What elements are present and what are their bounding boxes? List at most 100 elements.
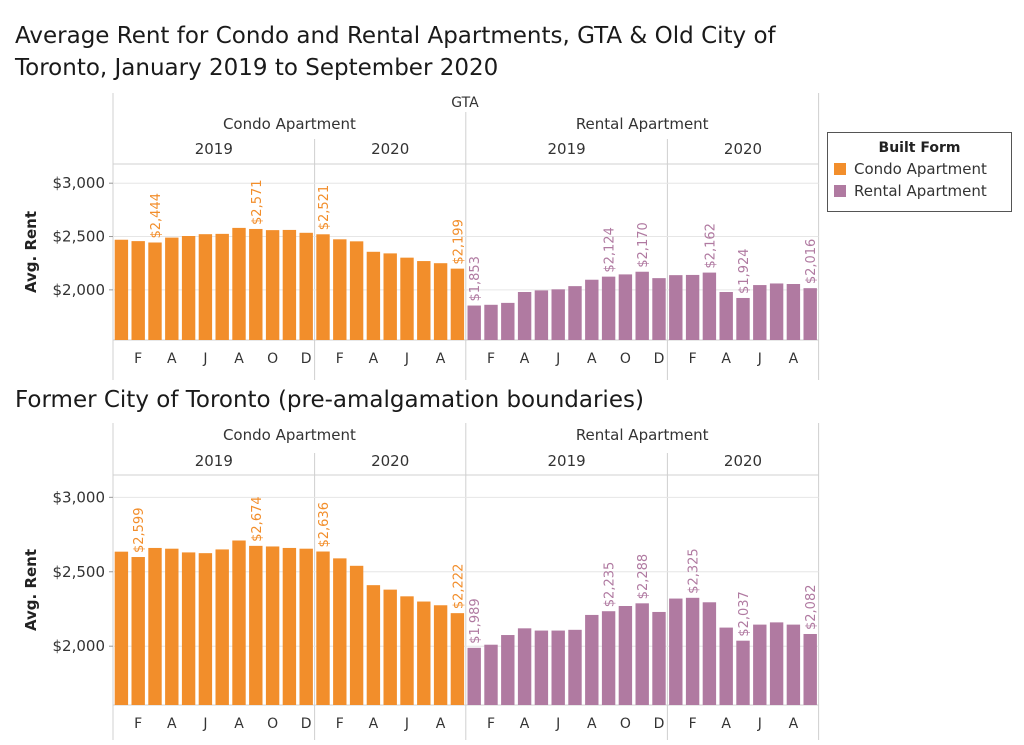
bar	[484, 304, 498, 340]
y-tick-label: $3,000	[53, 174, 106, 192]
data-label: $2,325	[687, 548, 702, 594]
data-label: $2,162	[703, 223, 718, 269]
x-tick-label: A	[167, 716, 177, 732]
x-tick-label: A	[369, 351, 379, 367]
bar	[719, 292, 733, 340]
y-tick-label: $2,500	[53, 563, 106, 581]
bar	[114, 239, 129, 340]
x-tick-label: A	[369, 716, 379, 732]
x-tick-label: A	[721, 351, 731, 367]
bar	[753, 624, 767, 705]
bar	[786, 284, 801, 340]
bar	[249, 545, 263, 705]
x-tick-label: A	[520, 716, 530, 732]
year-label: 2020	[371, 140, 409, 158]
x-tick-label: A	[721, 716, 731, 732]
bar	[433, 605, 448, 705]
x-tick-label: O	[267, 351, 278, 367]
data-label: $1,989	[468, 598, 483, 644]
data-label: $2,170	[636, 222, 651, 268]
rental-swatch	[834, 185, 846, 197]
bar	[601, 276, 616, 340]
built-form-legend: Built Form Condo Apartment Rental Apartm…	[827, 132, 1012, 212]
bar	[366, 585, 381, 705]
bar	[333, 239, 347, 340]
bar	[719, 627, 733, 705]
bar	[181, 236, 196, 340]
x-tick-label: J	[757, 716, 762, 732]
bar	[433, 263, 448, 340]
bar	[299, 232, 313, 340]
bar	[114, 551, 129, 705]
bar	[282, 229, 297, 340]
bar	[450, 613, 465, 705]
x-tick-label: D	[301, 716, 312, 732]
x-tick-label: F	[689, 351, 697, 367]
bar	[803, 633, 817, 705]
bar	[601, 611, 616, 705]
bar	[769, 622, 784, 705]
bar	[232, 540, 246, 705]
group-label: Rental Apartment	[576, 426, 709, 444]
bar	[568, 286, 582, 340]
bar	[265, 546, 280, 705]
bar	[450, 268, 465, 340]
x-tick-label: F	[134, 351, 142, 367]
bar	[198, 553, 213, 705]
y-axis-title: Avg. Rent	[22, 211, 40, 293]
panel-label: GTA	[451, 95, 479, 111]
bar	[215, 549, 229, 705]
x-tick-label: J	[202, 351, 207, 367]
x-tick-label: J	[555, 351, 560, 367]
x-tick-label: F	[134, 716, 142, 732]
bar	[349, 241, 364, 340]
legend-title: Built Form	[878, 140, 961, 156]
bar	[316, 234, 330, 340]
x-tick-label: F	[336, 716, 344, 732]
data-label: $2,521	[317, 185, 332, 231]
y-tick-label: $2,000	[53, 637, 106, 655]
bar	[585, 614, 599, 705]
bar	[669, 275, 683, 340]
data-label: $2,636	[317, 502, 332, 548]
x-tick-label: A	[789, 351, 799, 367]
bar	[702, 272, 717, 340]
bar	[417, 601, 431, 705]
x-tick-label: O	[620, 351, 631, 367]
x-tick-label: J	[757, 351, 762, 367]
bar	[181, 552, 196, 705]
year-label: 2019	[548, 140, 586, 158]
bar	[131, 557, 145, 705]
y-tick-label: $2,500	[53, 228, 106, 246]
bar	[534, 290, 549, 340]
bar	[585, 279, 599, 340]
bar	[400, 596, 414, 705]
bar	[669, 598, 683, 705]
data-label: $2,235	[603, 562, 618, 608]
data-label: $2,288	[636, 554, 651, 600]
x-tick-label: F	[487, 351, 495, 367]
bar	[215, 233, 229, 340]
data-label: $2,037	[737, 591, 752, 637]
data-label: $2,571	[250, 179, 265, 225]
data-label: $2,222	[451, 564, 466, 610]
data-label: $1,924	[737, 248, 752, 294]
year-label: 2020	[371, 452, 409, 470]
y-axis-title: Avg. Rent	[22, 549, 40, 631]
legend-item-rental[interactable]: Rental Apartment	[834, 182, 1011, 200]
bar	[299, 548, 313, 705]
bar	[265, 230, 280, 340]
y-tick-label: $2,000	[53, 281, 106, 299]
x-tick-label: J	[202, 716, 207, 732]
toronto-panel-title: Former City of Toronto (pre-amalgamation…	[15, 387, 644, 413]
bar	[333, 558, 347, 705]
x-tick-label: O	[267, 716, 278, 732]
bar	[736, 640, 750, 705]
bar	[383, 589, 397, 705]
bar	[417, 261, 431, 340]
bar	[198, 234, 213, 340]
bar	[400, 257, 414, 340]
x-tick-label: J	[555, 716, 560, 732]
legend-item-condo[interactable]: Condo Apartment	[834, 160, 1011, 178]
x-tick-label: A	[234, 716, 244, 732]
